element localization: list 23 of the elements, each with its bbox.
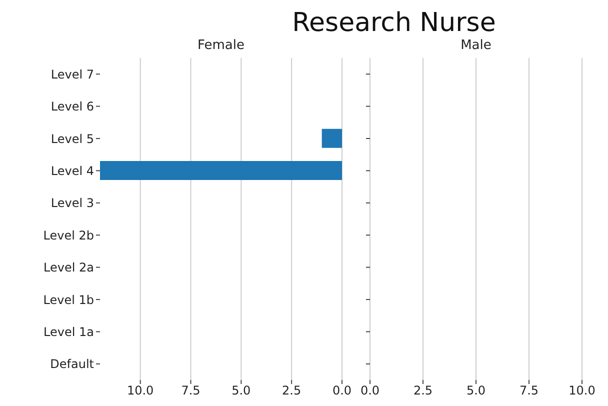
y-tick-label: Default: [50, 357, 94, 372]
x-tick-label: 7.5: [519, 384, 539, 398]
y-tick-label: Level 2b: [43, 228, 94, 242]
x-tick-label: 2.5: [282, 384, 302, 398]
x-tick-label: 10.0: [126, 384, 154, 398]
x-tick-label: 10.0: [568, 384, 596, 398]
y-tick-label: Level 5: [50, 132, 94, 146]
chart-subtitle: Female: [196, 38, 246, 54]
y-tick-label: Level 3: [50, 196, 94, 210]
chart-subtitle: Male: [460, 38, 492, 54]
x-tick-label: 5.0: [466, 384, 486, 398]
y-tick-label: Level 4: [50, 164, 94, 178]
x-tick-label: 5.0: [232, 384, 251, 398]
y-tick-label: Level 2a: [44, 260, 94, 275]
text: Research Nurse: [291, 8, 497, 38]
x-tick-label: 0.0: [360, 384, 380, 398]
y-tick-label: Level 1a: [44, 324, 94, 339]
x-tick-label: 7.5: [181, 384, 200, 398]
x-tick-label: 0.0: [332, 384, 352, 398]
y-tick-label: Level 7: [50, 67, 94, 82]
y-tick-label: Level 1b: [43, 292, 94, 307]
x-tick-label: 2.5: [413, 384, 433, 398]
y-tick-label: Level 6: [50, 100, 94, 114]
